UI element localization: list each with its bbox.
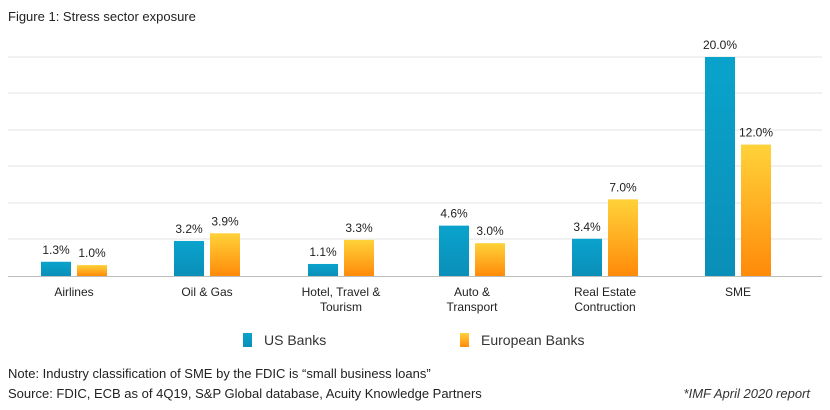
bar-us-banks — [439, 225, 469, 276]
bar-us-banks — [705, 57, 735, 276]
bar-european-banks — [475, 243, 505, 276]
source-text: Source: FDIC, ECB as of 4Q19, S&P Global… — [8, 386, 482, 401]
bar-european-banks — [741, 144, 771, 276]
data-label: 4.6% — [440, 207, 468, 221]
data-label: 3.4% — [573, 220, 601, 234]
bar-us-banks — [308, 263, 338, 276]
category-label: SME — [725, 285, 751, 299]
data-label: 20.0% — [703, 38, 737, 52]
bar-european-banks — [344, 239, 374, 276]
data-label: 3.3% — [345, 221, 373, 235]
legend-item-european-banks: European Banks — [460, 332, 585, 348]
value-labels-group: 1.3% 3.2% 1.1% 4.6% 3.4% 20.0% 1.0% 3.9% 3.3% 3.0… — [42, 38, 773, 260]
bar-european-banks — [210, 233, 240, 276]
legend-item-us-banks: US Banks — [243, 332, 326, 348]
data-label: 3.2% — [175, 222, 203, 236]
category-label: Oil & Gas — [181, 285, 232, 299]
category-label: Airlines — [54, 285, 93, 299]
category-label: Real Estate Contruction — [574, 285, 636, 314]
bar-european-banks — [77, 265, 107, 276]
category-label: Auto & Transport — [447, 285, 499, 314]
legend-swatch-us-banks — [243, 333, 252, 347]
legend-label-european-banks: European Banks — [481, 332, 585, 348]
bar-us-banks — [174, 240, 204, 276]
category-label: Hotel, Travel & Tourism — [302, 285, 381, 314]
data-label: 1.1% — [309, 245, 337, 259]
data-label: 1.0% — [78, 246, 106, 260]
data-label: 7.0% — [609, 180, 637, 194]
legend-swatch-european-banks — [460, 333, 469, 347]
report-reference: *IMF April 2020 report — [683, 386, 810, 401]
data-label: 3.0% — [476, 224, 504, 238]
bars-group — [41, 57, 771, 276]
note-text: Note: Industry classification of SME by … — [8, 366, 431, 381]
data-label: 3.9% — [211, 214, 239, 228]
bar-us-banks — [572, 238, 602, 276]
chart-title: Figure 1: Stress sector exposure — [8, 9, 196, 24]
legend: US Banks European Banks — [0, 332, 830, 352]
x-axis: Airlines Oil & Gas Hotel, Travel & Tourism A… — [8, 276, 822, 314]
bar-us-banks — [41, 261, 71, 276]
bar-chart: 1.3% 3.2% 1.1% 4.6% 3.4% 20.0% 1.0% 3.9% 3.3% 3.0… — [8, 38, 822, 314]
data-label: 1.3% — [42, 243, 70, 257]
bar-european-banks — [608, 199, 638, 276]
legend-label-us-banks: US Banks — [264, 332, 327, 348]
gridlines — [8, 56, 822, 240]
data-label: 12.0% — [739, 126, 773, 140]
